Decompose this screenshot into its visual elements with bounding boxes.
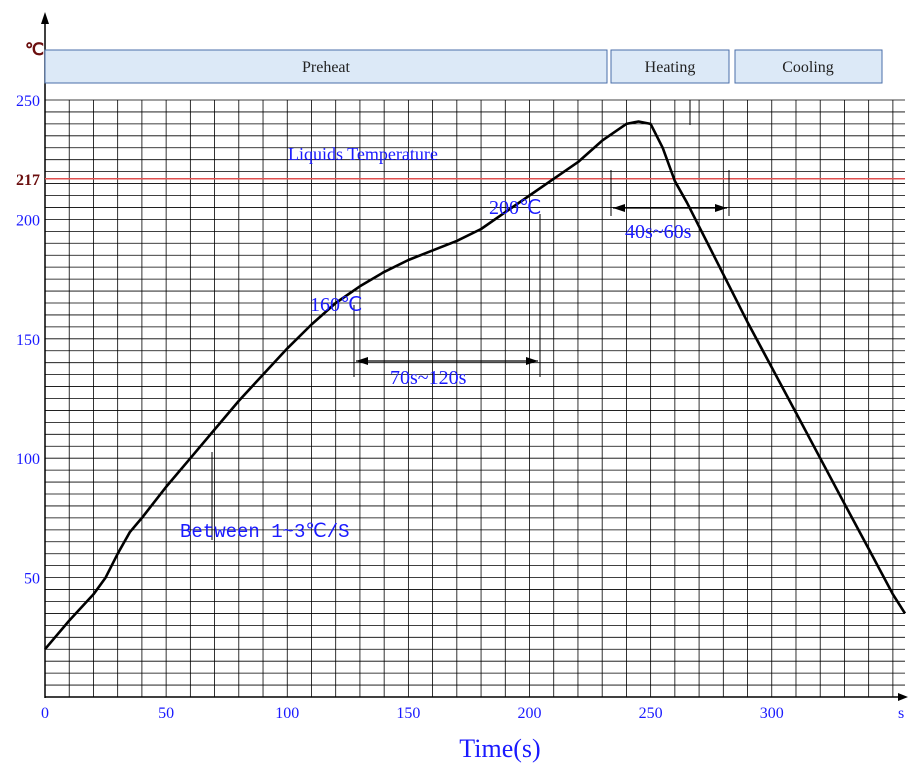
y-tick-labels: 50 100 150 200 217 250 xyxy=(16,93,40,588)
x-tick-label: 300 xyxy=(760,705,784,722)
annotation-liquidus-window: 40s~60s xyxy=(625,221,692,243)
temperature-curve xyxy=(44,120,907,651)
x-tick-label: 50 xyxy=(158,705,174,722)
dimension-markers xyxy=(211,100,730,540)
axes xyxy=(41,12,908,701)
grid xyxy=(44,99,905,698)
liquidus-window-arrowhead-left xyxy=(613,204,625,212)
liquidus-window-arrowhead-right xyxy=(715,204,727,212)
phase-label-heating: Heating xyxy=(645,59,696,76)
phase-headers: Preheat Heating Cooling xyxy=(44,49,883,84)
annotation-160c: 160℃ xyxy=(310,294,362,316)
x-axis-arrow xyxy=(898,693,908,701)
y-tick-label: 100 xyxy=(16,451,40,468)
phase-box-preheat xyxy=(44,49,608,84)
x-tick-label: 100 xyxy=(275,705,299,722)
preheat-window-arrowhead-left xyxy=(356,357,368,365)
y-tick-label: 250 xyxy=(16,93,40,110)
y-tick-label: 150 xyxy=(16,332,40,349)
y-tick-label: 50 xyxy=(24,571,40,588)
phase-label-cooling: Cooling xyxy=(782,59,834,76)
x-tick-label: 0 xyxy=(41,705,49,722)
y-tick-label: 217 xyxy=(16,172,40,189)
annotation-preheat-window: 70s~120s xyxy=(390,367,467,389)
phase-box-heating xyxy=(610,49,730,84)
y-unit-label: ℃ xyxy=(25,40,44,59)
liquidus-label: Liquids Temperature xyxy=(288,144,438,164)
phase-box-cooling xyxy=(734,49,883,84)
preheat-window-arrowhead-right xyxy=(526,357,538,365)
annotation-ramp-rate: Between 1~3℃/S xyxy=(180,521,350,543)
x-tick-label: 250 xyxy=(639,705,663,722)
y-axis-arrow xyxy=(41,12,49,24)
x-axis-title: Time(s) xyxy=(459,734,540,763)
y-tick-label: 200 xyxy=(16,212,40,229)
x-tick-label: 150 xyxy=(396,705,420,722)
x-tick-label: 200 xyxy=(518,705,542,722)
phase-label-preheat: Preheat xyxy=(302,59,351,76)
x-unit-label: s xyxy=(898,705,904,722)
annotation-200c: 200℃ xyxy=(489,197,541,219)
x-tick-labels: 0 50 100 150 200 250 300 xyxy=(41,705,784,722)
